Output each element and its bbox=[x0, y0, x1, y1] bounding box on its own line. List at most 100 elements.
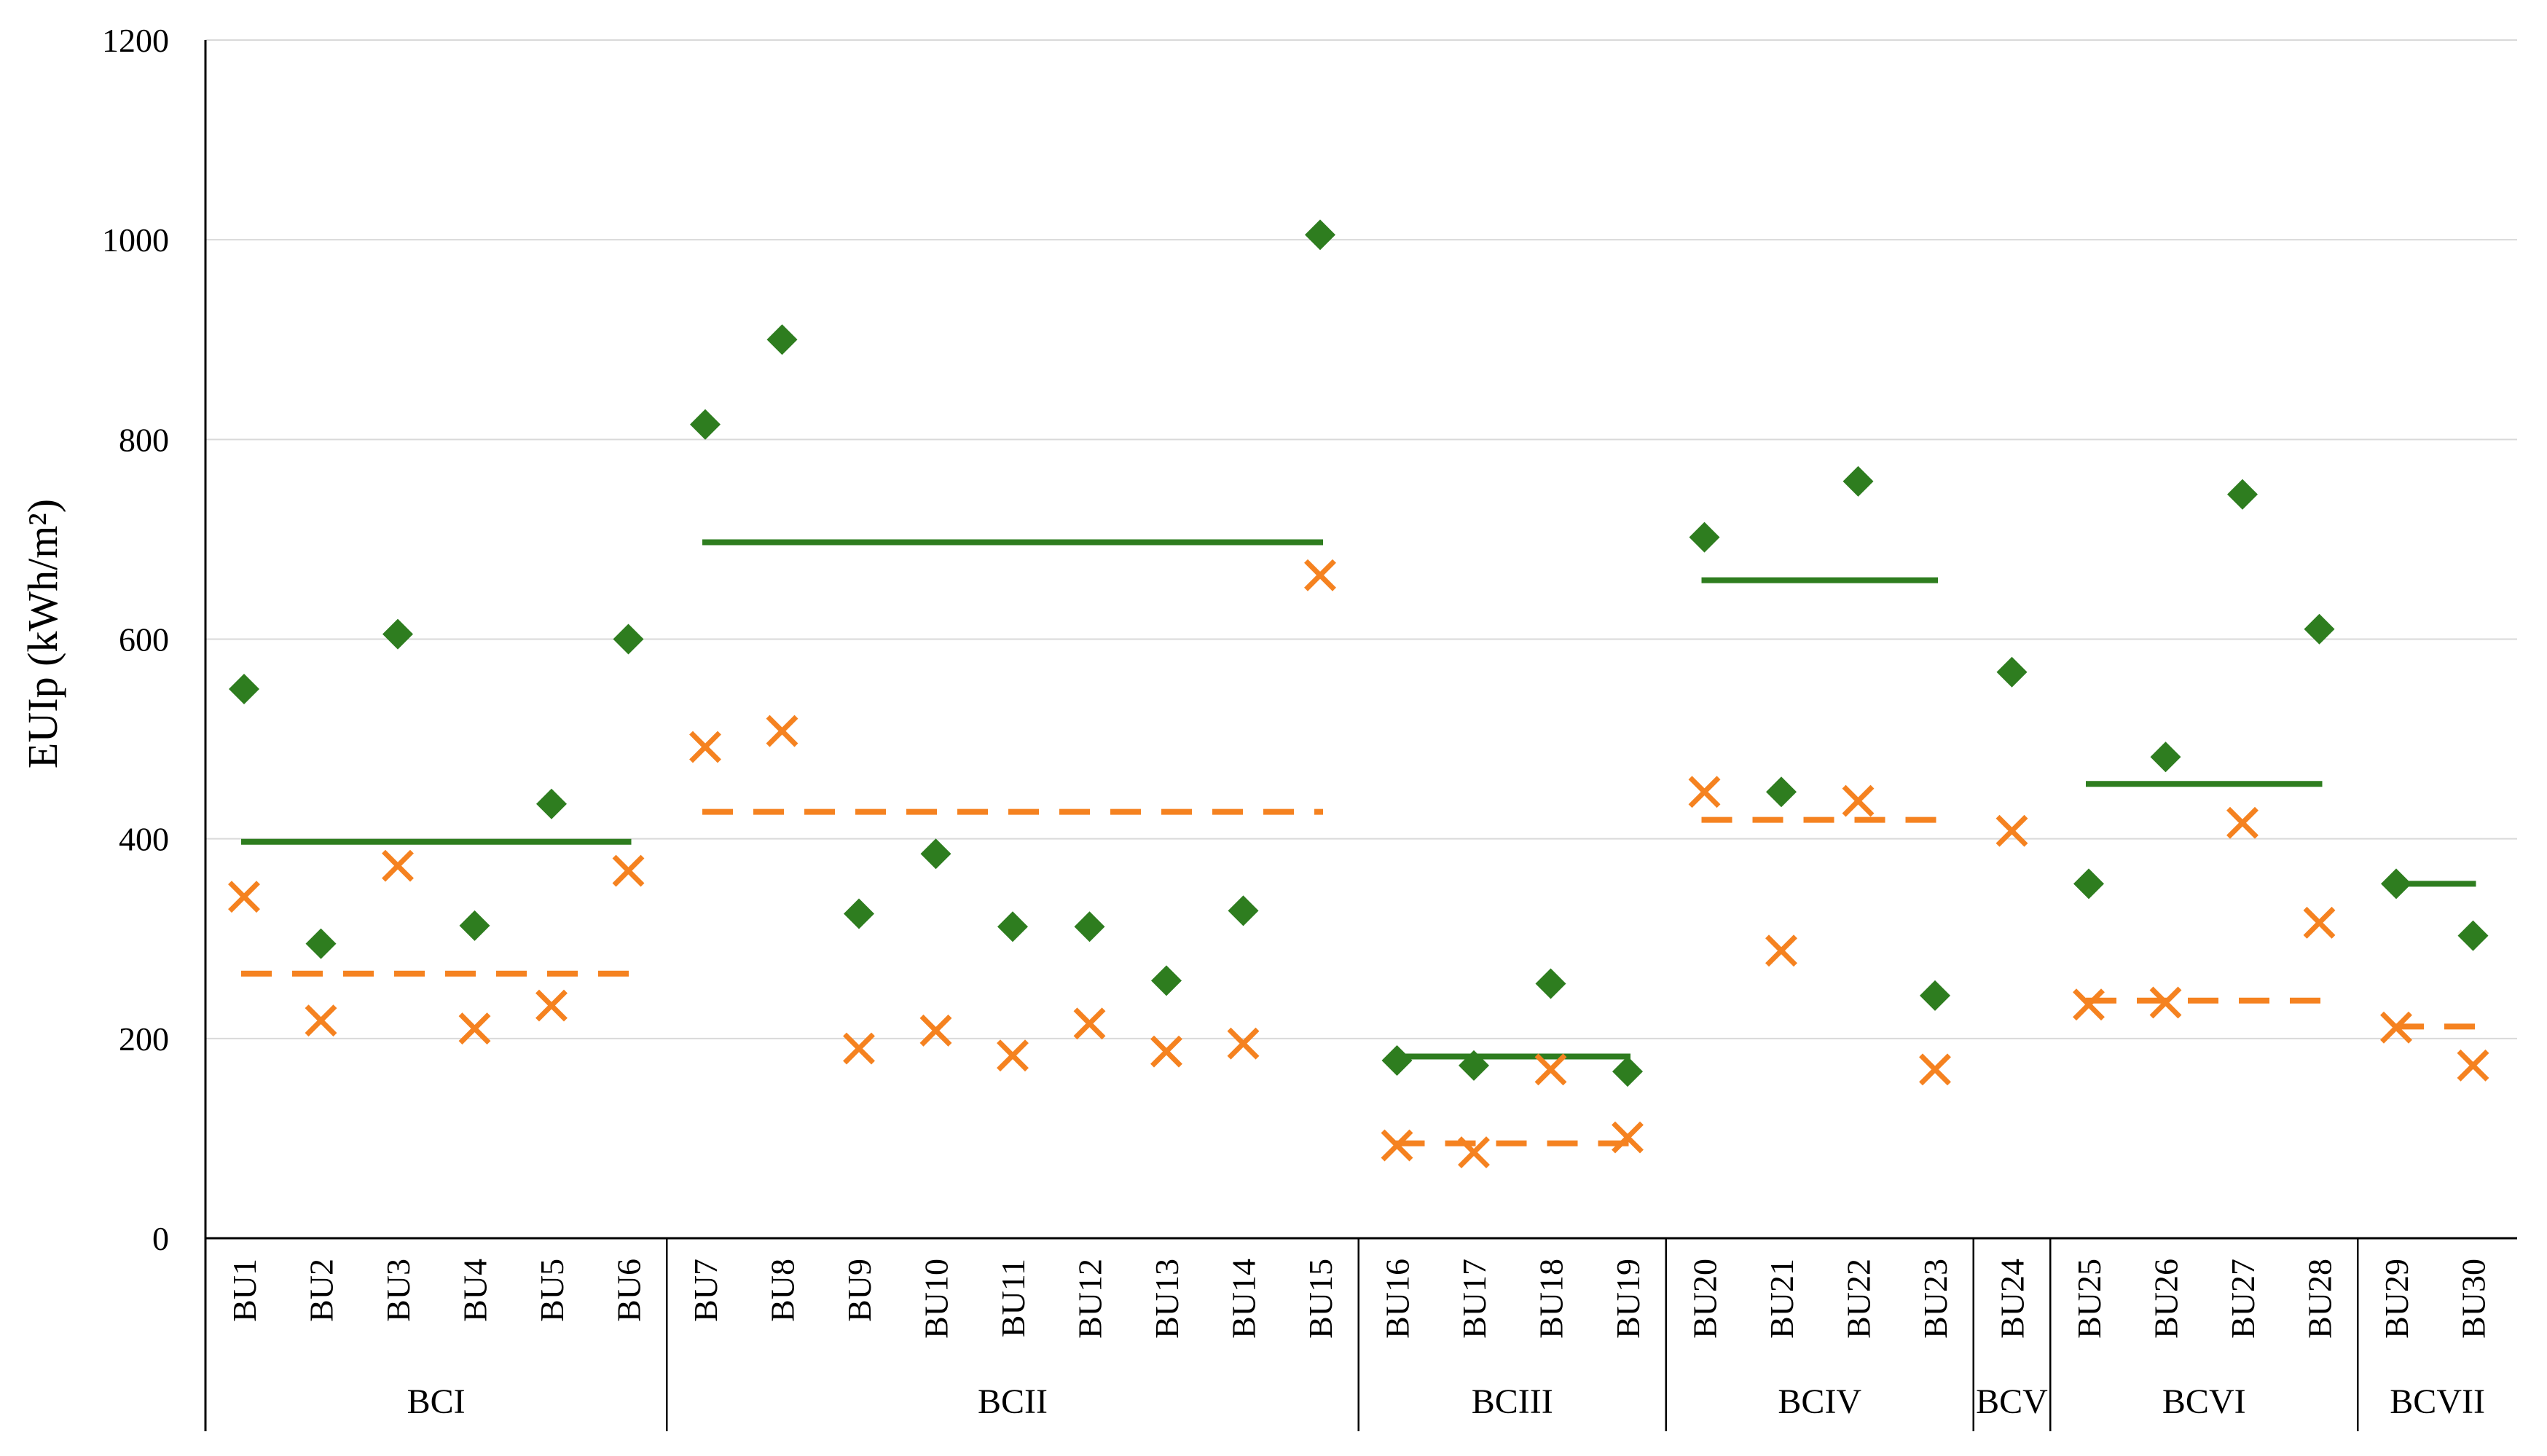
diamond-point bbox=[1381, 1044, 1413, 1076]
diamond-point bbox=[459, 910, 490, 941]
cross-stroke bbox=[919, 1014, 952, 1047]
cross-point bbox=[2303, 906, 2336, 939]
y-tick-label: 800 bbox=[119, 421, 169, 458]
x-category-label: BU7 bbox=[687, 1259, 724, 1322]
y-tick-label: 200 bbox=[119, 1020, 169, 1058]
diamond-point bbox=[1996, 656, 2028, 688]
diamond-point bbox=[690, 409, 721, 440]
diamond-point bbox=[2150, 741, 2181, 773]
diamond-point bbox=[1305, 219, 1335, 251]
cross-point bbox=[997, 1039, 1029, 1072]
diamond-point bbox=[2457, 920, 2489, 951]
diamond-point bbox=[997, 911, 1028, 943]
diamond-point bbox=[229, 674, 259, 705]
x-category-label: BU24 bbox=[1994, 1259, 2031, 1339]
cross-point bbox=[1534, 1053, 1567, 1086]
x-category-label: BU26 bbox=[2148, 1259, 2185, 1339]
cross-stroke bbox=[997, 1039, 1029, 1072]
diamond-point bbox=[1612, 1056, 1643, 1087]
diamond-point bbox=[2073, 868, 2104, 900]
cross-point bbox=[1612, 1121, 1644, 1154]
group-label: BCII bbox=[978, 1382, 1048, 1421]
diamond-point bbox=[2304, 613, 2335, 645]
cross-stroke bbox=[458, 1012, 491, 1045]
diamond-point bbox=[1459, 1050, 1489, 1081]
x-category-label: BU29 bbox=[2378, 1259, 2415, 1339]
x-category-label: BU18 bbox=[1533, 1259, 1570, 1339]
x-category-label: BU28 bbox=[2301, 1259, 2339, 1339]
cross-point bbox=[458, 1012, 491, 1045]
cross-stroke bbox=[2226, 806, 2258, 839]
cross-stroke bbox=[2303, 906, 2336, 939]
cross-stroke bbox=[2457, 1049, 2489, 1082]
cross-point bbox=[1765, 934, 1797, 967]
cross-stroke bbox=[1995, 814, 2028, 847]
diamond-point bbox=[382, 618, 413, 650]
diamond-point bbox=[1151, 965, 1182, 996]
x-category-labels: BU1 BU2 BU3 BU4 BU5 BU6 BU7 BU8 BU9 BU10 BU11 BU12 B… bbox=[226, 1259, 2492, 1339]
diamond-point bbox=[1689, 522, 1720, 553]
diamond-point bbox=[1842, 465, 1874, 497]
x-category-label: BU8 bbox=[764, 1259, 801, 1322]
cross-stroke bbox=[1919, 1053, 1951, 1086]
group-mean-lines bbox=[241, 539, 2476, 1146]
group-label: BCVI bbox=[2162, 1382, 2246, 1421]
diamond-point bbox=[536, 788, 567, 819]
cross-stroke bbox=[1073, 1007, 1106, 1040]
cross-point bbox=[2380, 1011, 2412, 1044]
y-axis-title: EUIp (kWh/m²) bbox=[19, 499, 66, 768]
x-category-label: BU2 bbox=[303, 1259, 340, 1322]
cross-point bbox=[1458, 1136, 1490, 1169]
cross-point bbox=[1919, 1053, 1951, 1086]
cross-point bbox=[919, 1014, 952, 1047]
y-tick-label: 1000 bbox=[102, 221, 169, 259]
cross-stroke bbox=[1458, 1136, 1490, 1169]
cross-stroke bbox=[305, 1004, 337, 1037]
group-label: BCIV bbox=[1778, 1382, 1861, 1421]
cross-point bbox=[612, 854, 645, 887]
cross-stroke bbox=[382, 849, 414, 882]
x-category-label: BU6 bbox=[611, 1259, 648, 1322]
x-category-label: BU5 bbox=[533, 1259, 570, 1322]
cross-stroke bbox=[1227, 1027, 1260, 1060]
cross-point bbox=[766, 715, 798, 747]
group-label: BCIII bbox=[1472, 1382, 1553, 1421]
cross-point bbox=[2073, 988, 2105, 1021]
cross-point bbox=[689, 731, 721, 763]
cross-point bbox=[2226, 806, 2258, 839]
cross-stroke bbox=[2149, 986, 2182, 1019]
x-category-label: BU14 bbox=[1225, 1259, 1263, 1339]
cross-point bbox=[1995, 814, 2028, 847]
cross-stroke bbox=[228, 881, 260, 913]
x-category-label: BU19 bbox=[1609, 1259, 1647, 1339]
x-category-label: BU15 bbox=[1302, 1259, 1339, 1339]
cross-point bbox=[305, 1004, 337, 1037]
diamond-point bbox=[1228, 895, 1259, 926]
x-category-label: BU30 bbox=[2455, 1259, 2492, 1339]
cross-point bbox=[1842, 784, 1875, 817]
y-tick-labels: 0 200 400 600 800 1000 1200 bbox=[102, 22, 169, 1257]
group-label: BCV bbox=[1976, 1382, 2048, 1421]
group-label: BCVII bbox=[2390, 1382, 2485, 1421]
x-category-label: BU4 bbox=[457, 1259, 494, 1322]
cross-stroke bbox=[2380, 1011, 2412, 1044]
x-category-label: BU25 bbox=[2071, 1259, 2108, 1339]
cross-stroke bbox=[1765, 934, 1797, 967]
cross-stroke bbox=[1381, 1129, 1413, 1162]
cross-point bbox=[382, 849, 414, 882]
x-category-label: BU17 bbox=[1456, 1259, 1493, 1339]
axes bbox=[204, 40, 2517, 1431]
x-category-label: BU13 bbox=[1148, 1259, 1185, 1339]
y-tick-label: 600 bbox=[119, 621, 169, 658]
x-category-label: BU10 bbox=[918, 1259, 955, 1339]
data-points bbox=[228, 219, 2489, 1169]
cross-point bbox=[1150, 1035, 1182, 1068]
cross-point bbox=[1381, 1129, 1413, 1162]
x-category-label: BU21 bbox=[1763, 1259, 1800, 1339]
diamond-point bbox=[920, 838, 951, 870]
cross-stroke bbox=[1304, 559, 1336, 591]
x-category-label: BU9 bbox=[841, 1259, 878, 1322]
group-label: BCI bbox=[407, 1382, 466, 1421]
cross-stroke bbox=[766, 715, 798, 747]
